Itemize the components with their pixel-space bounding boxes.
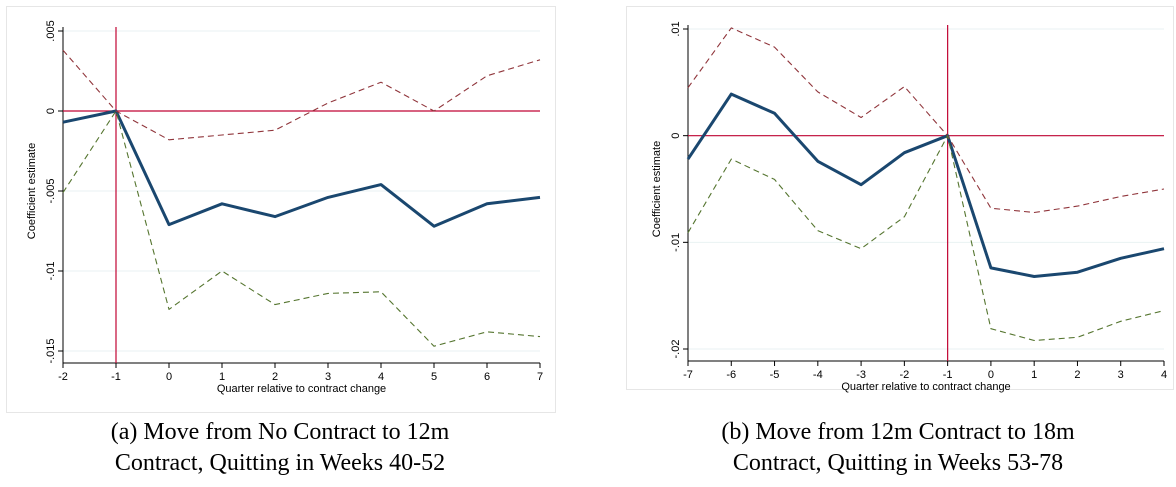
x-tick-label: 3 <box>325 371 331 383</box>
x-tick-label: 2 <box>272 371 278 383</box>
series-line-upper-ci <box>62 49 541 141</box>
y-tick-label: -.01 <box>670 233 682 252</box>
x-tick-label: -5 <box>770 369 780 381</box>
x-tick-label: 0 <box>166 371 172 383</box>
y-tick-label: 0 <box>670 133 682 139</box>
x-tick-label: 5 <box>431 371 437 383</box>
x-tick-label: -2 <box>58 371 68 383</box>
y-axis-title: Coefficient estimate <box>651 141 663 237</box>
x-axis-title: Quarter relative to contract change <box>841 381 1010 393</box>
caption-a-line2: Contract, Quitting in Weeks 40-52 <box>114 450 446 476</box>
caption-b-line2: Contract, Quitting in Weeks 53-78 <box>732 450 1064 476</box>
x-tick-label: -6 <box>726 369 736 381</box>
series-line-lower-ci <box>687 135 1165 342</box>
x-tick-label: -1 <box>111 371 121 383</box>
x-tick-label: 4 <box>378 371 384 383</box>
x-tick-label: 1 <box>1031 369 1037 381</box>
caption-a: (a) Move from No Contract to 12m Contrac… <box>0 417 560 479</box>
y-tick-label: 0 <box>45 108 57 114</box>
series-line-lower-ci <box>62 110 541 347</box>
y-tick-label: -.015 <box>45 338 57 363</box>
x-tick-label: -1 <box>943 369 953 381</box>
y-tick-label: .005 <box>45 20 57 41</box>
x-tick-label: -3 <box>856 369 866 381</box>
x-tick-label: 3 <box>1118 369 1124 381</box>
y-tick-label: .01 <box>670 21 682 36</box>
x-tick-label: 1 <box>219 371 225 383</box>
x-axis-title: Quarter relative to contract change <box>217 383 386 395</box>
caption-b-line1: (b) Move from 12m Contract to 18m <box>721 419 1075 445</box>
x-tick-label: -7 <box>683 369 693 381</box>
x-tick-label: 7 <box>537 371 543 383</box>
x-tick-label: 4 <box>1161 369 1167 381</box>
x-tick-label: 0 <box>988 369 994 381</box>
chart-frame-b <box>626 6 1174 390</box>
y-tick-label: -.005 <box>45 178 57 203</box>
chart-a: .005 0 -.005 -.01 -.015-2 -1 0 1 2 3 4 5 6 7 Quarter r… <box>26 20 543 395</box>
chart-b: .01 0 -.01 -.02-7 -6 -5 -4 -3 -2 -1 0 1 2 3 4 Quarter r… <box>651 21 1167 393</box>
y-tick-label: -.02 <box>670 340 682 359</box>
series-line-estimate <box>62 109 541 228</box>
x-tick-label: 6 <box>484 371 490 383</box>
y-tick-label: -.01 <box>45 262 57 281</box>
caption-a-line1: (a) Move from No Contract to 12m <box>110 419 450 445</box>
series-line-estimate <box>686 92 1165 278</box>
series-line-upper-ci <box>687 27 1165 214</box>
caption-b: (b) Move from 12m Contract to 18m Contra… <box>620 417 1176 479</box>
y-axis-title: Coefficient estimate <box>26 143 38 239</box>
chart-frame-a <box>6 6 556 413</box>
x-tick-label: 2 <box>1074 369 1080 381</box>
x-tick-label: -4 <box>813 369 823 381</box>
x-tick-label: -2 <box>899 369 909 381</box>
